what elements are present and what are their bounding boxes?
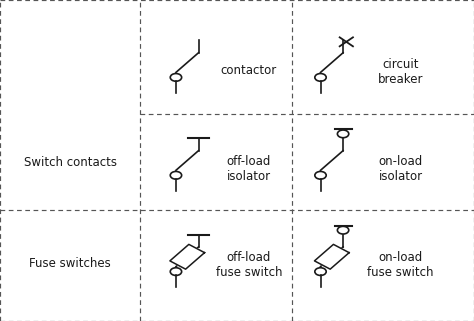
Text: Fuse switches: Fuse switches <box>29 257 111 270</box>
Text: Switch contacts: Switch contacts <box>24 156 117 169</box>
Text: off-load
fuse switch: off-load fuse switch <box>216 251 282 279</box>
Text: on-load
fuse switch: on-load fuse switch <box>367 251 434 279</box>
Text: off-load
isolator: off-load isolator <box>227 154 271 183</box>
Text: on-load
isolator: on-load isolator <box>378 154 423 183</box>
Polygon shape <box>314 244 349 269</box>
Text: circuit
breaker: circuit breaker <box>378 58 423 86</box>
Text: contactor: contactor <box>221 64 277 77</box>
Polygon shape <box>170 244 205 269</box>
